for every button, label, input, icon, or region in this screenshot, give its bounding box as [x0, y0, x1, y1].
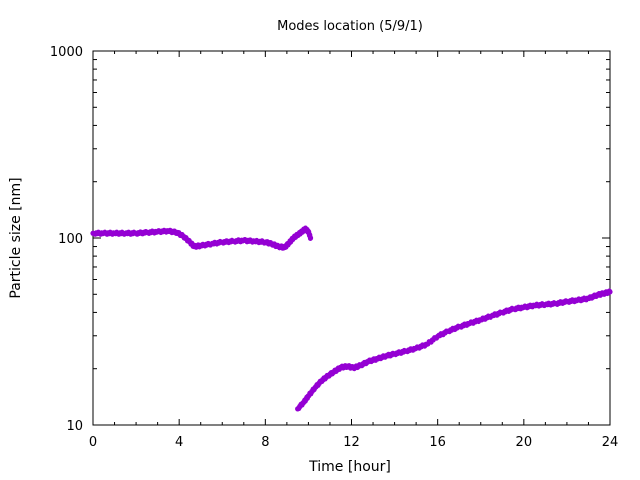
x-tick-label: 16 — [429, 435, 446, 450]
x-tick-label: 20 — [516, 435, 533, 450]
y-tick-label: 10 — [66, 419, 83, 434]
y-tick-label: 100 — [58, 232, 83, 247]
x-axis-label: Time [hour] — [308, 459, 391, 475]
x-axis: 0 4 8 12 16 20 24 — [89, 51, 618, 450]
chart-title: Modes location (5/9/1) — [277, 19, 423, 34]
y-axis: 10 100 1000 — [50, 45, 610, 434]
series-1 — [90, 225, 314, 251]
x-tick-label: 4 — [175, 435, 183, 450]
y-axis-label: Particle size [nm] — [8, 177, 24, 298]
series-2 — [295, 288, 613, 412]
x-tick-label: 12 — [343, 435, 360, 450]
data-point — [607, 289, 613, 295]
x-tick-label: 0 — [89, 435, 97, 450]
x-tick-label: 8 — [261, 435, 269, 450]
x-tick-label: 24 — [602, 435, 619, 450]
data-point — [307, 235, 314, 241]
data-points — [90, 225, 613, 412]
y-tick-label: 1000 — [50, 45, 83, 60]
